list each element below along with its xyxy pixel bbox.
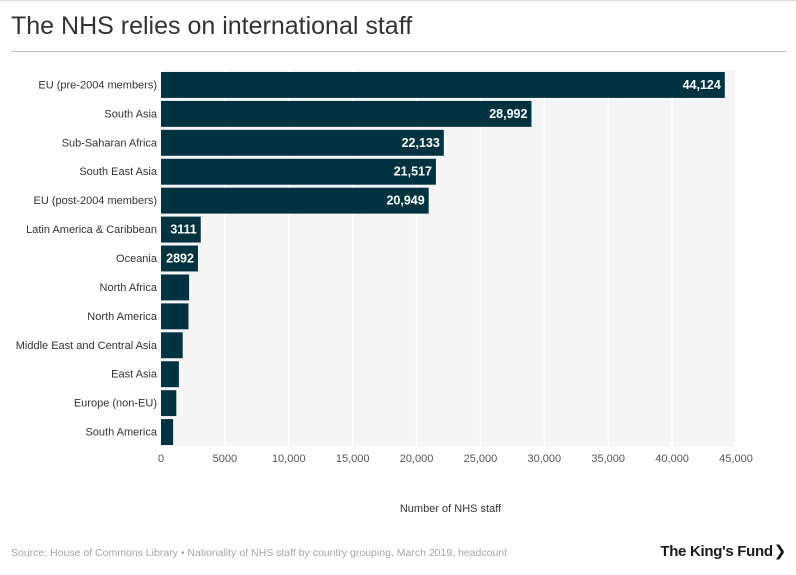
value-labels: 44,124 28,992 22,133 21,517 20,949 3111 2892 <box>166 78 721 266</box>
source-note: Source: House of Commons Library • Natio… <box>11 547 508 559</box>
category-label: Middle East and Central Asia <box>16 340 158 352</box>
category-label: North America <box>87 311 158 323</box>
x-tick-label: 0 <box>158 453 164 465</box>
category-label: South East Asia <box>79 166 158 178</box>
value-label: 44,124 <box>683 78 721 92</box>
category-label: East Asia <box>111 369 158 381</box>
category-label: South America <box>85 427 157 439</box>
bar <box>161 419 174 445</box>
x-tick-label: 15,000 <box>336 453 370 465</box>
x-tick-label: 35,000 <box>591 453 625 465</box>
value-label: 20,949 <box>386 194 424 208</box>
category-label: Oceania <box>116 253 158 265</box>
x-tick-label: 45,000 <box>719 453 753 465</box>
value-label: 22,133 <box>402 136 440 150</box>
x-tick-label: 40,000 <box>655 453 689 465</box>
bars <box>161 72 725 445</box>
x-axis-title: Number of NHS staff <box>400 503 502 515</box>
x-tick-label: 5000 <box>213 453 237 465</box>
value-label: 21,517 <box>394 165 432 179</box>
bar <box>161 274 190 301</box>
bar-chart: EU (pre-2004 members) South Asia Sub-Sahar… <box>16 70 753 515</box>
x-tick-label: 20,000 <box>400 453 434 465</box>
kings-fund-logo: The King's Fund❯ <box>660 542 786 560</box>
bar <box>161 187 429 214</box>
category-label: Europe (non-EU) <box>74 398 157 410</box>
bar <box>161 390 177 417</box>
value-label: 3111 <box>170 223 196 237</box>
category-label: EU (post-2004 members) <box>34 195 158 207</box>
bar <box>161 100 532 127</box>
value-label: 28,992 <box>489 107 527 121</box>
bar <box>161 303 189 330</box>
logo-chevron-icon: ❯ <box>773 543 787 560</box>
top-rule <box>0 0 796 1</box>
category-label: EU (pre-2004 members) <box>38 79 157 91</box>
title-divider <box>11 51 786 52</box>
value-label: 2892 <box>166 252 194 266</box>
category-label: North Africa <box>100 282 158 294</box>
category-labels: EU (pre-2004 members) South Asia Sub-Sahar… <box>16 79 158 438</box>
x-tick-label: 10,000 <box>272 453 306 465</box>
category-label: Latin America & Caribbean <box>26 224 157 236</box>
bar <box>161 332 183 359</box>
bar <box>161 158 436 185</box>
bar <box>161 216 201 243</box>
bar <box>161 361 179 388</box>
bar <box>161 72 725 98</box>
x-tick-label: 25,000 <box>464 453 498 465</box>
chart-title: The NHS relies on international staff <box>11 12 413 40</box>
x-tick-label: 30,000 <box>528 453 562 465</box>
x-axis-ticks: 0 5000 10,000 15,000 20,000 25,000 30,000 35,00… <box>158 453 753 465</box>
logo-text: The King's Fund <box>660 543 773 560</box>
bar <box>161 129 444 156</box>
category-label: Sub-Saharan Africa <box>62 137 158 149</box>
category-label: South Asia <box>104 108 157 120</box>
bar <box>161 245 198 272</box>
